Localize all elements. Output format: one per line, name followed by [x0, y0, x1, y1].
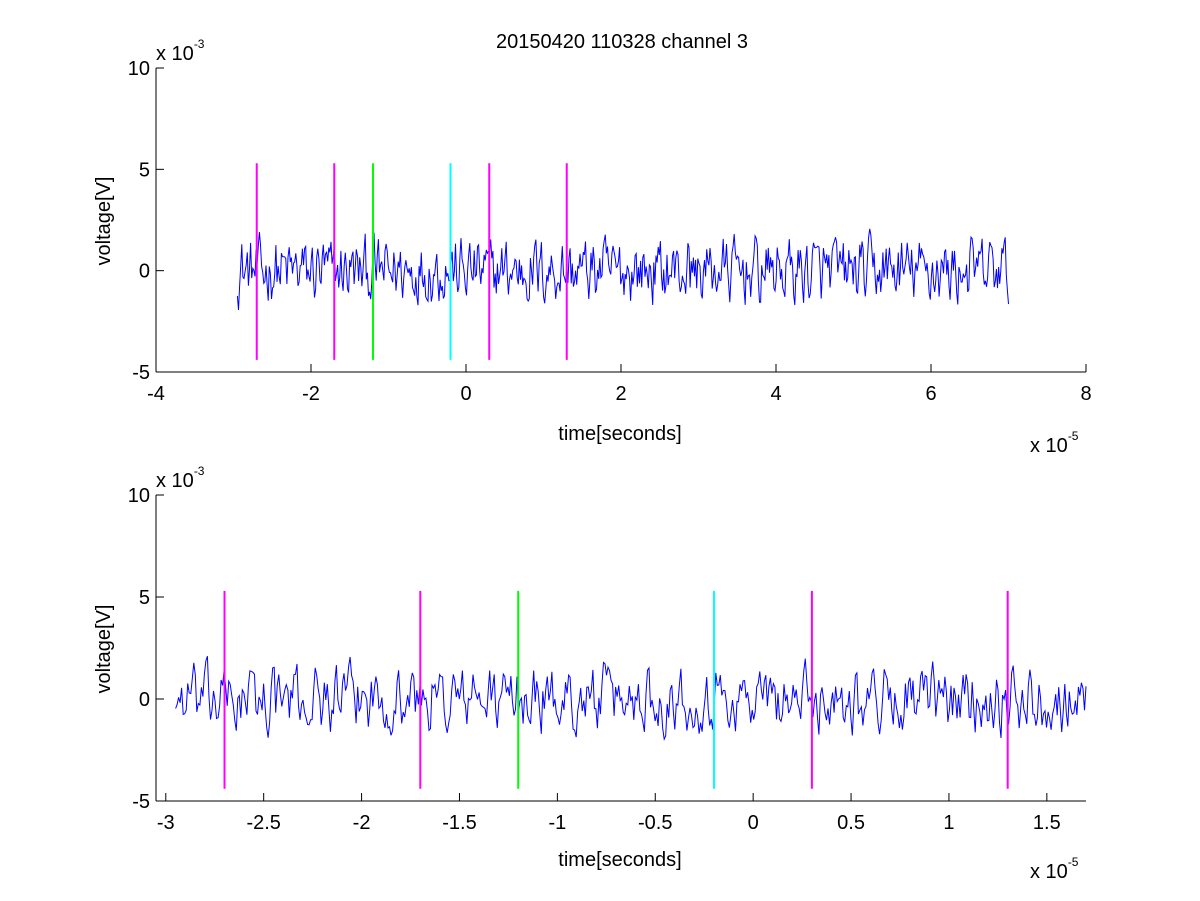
y-tick-label: 10	[128, 485, 150, 507]
x-tick-label: 1.5	[1033, 812, 1061, 834]
y-axis-label: voltage[V]	[93, 605, 115, 694]
x-axis-label: time[seconds]	[558, 423, 681, 445]
bottom-panel: x 10-3 x 10-5 voltage[V] time[seconds] -…	[93, 464, 1087, 883]
y-axis-label: voltage[V]	[93, 177, 115, 266]
signal-line	[236, 228, 1009, 311]
x-tick-label: -0.5	[638, 812, 672, 834]
x-multiplier: x 10-5	[1030, 429, 1079, 457]
x-tick-label: -1	[548, 812, 566, 834]
x-tick-label: -3	[157, 812, 175, 834]
x-tick-label: 2	[615, 383, 626, 405]
x-tick-label: -2.5	[246, 812, 280, 834]
y-tick-label: 5	[139, 587, 150, 609]
y-tick-label: 0	[139, 261, 150, 283]
x-tick-label: 6	[925, 383, 936, 405]
x-tick-label: 8	[1080, 383, 1091, 405]
y-tick-label: 0	[139, 689, 150, 711]
x-tick-label: -2	[353, 812, 371, 834]
y-tick-label: -5	[132, 362, 150, 384]
x-tick-label: -4	[147, 383, 165, 405]
x-tick-label: 0	[460, 383, 471, 405]
x-tick-label: 0	[748, 812, 759, 834]
x-axis-label: time[seconds]	[558, 849, 681, 871]
chart-title: 20150420 110328 channel 3	[496, 31, 748, 53]
x-tick-label: 1	[943, 812, 954, 834]
y-tick-label: -5	[132, 791, 150, 813]
signal-line	[175, 656, 1087, 742]
x-tick-label: 4	[770, 383, 781, 405]
y-tick-label: 10	[128, 58, 150, 80]
top-panel: 20150420 110328 channel 3 x 10-3 x 10-5 …	[93, 31, 1092, 457]
y-multiplier: x 10-3	[156, 37, 205, 65]
x-multiplier: x 10-5	[1030, 855, 1079, 883]
x-tick-label: 0.5	[837, 812, 865, 834]
y-multiplier: x 10-3	[156, 464, 205, 492]
x-tick-label: -2	[302, 383, 320, 405]
y-tick-label: 5	[139, 159, 150, 181]
x-tick-label: -1.5	[442, 812, 476, 834]
